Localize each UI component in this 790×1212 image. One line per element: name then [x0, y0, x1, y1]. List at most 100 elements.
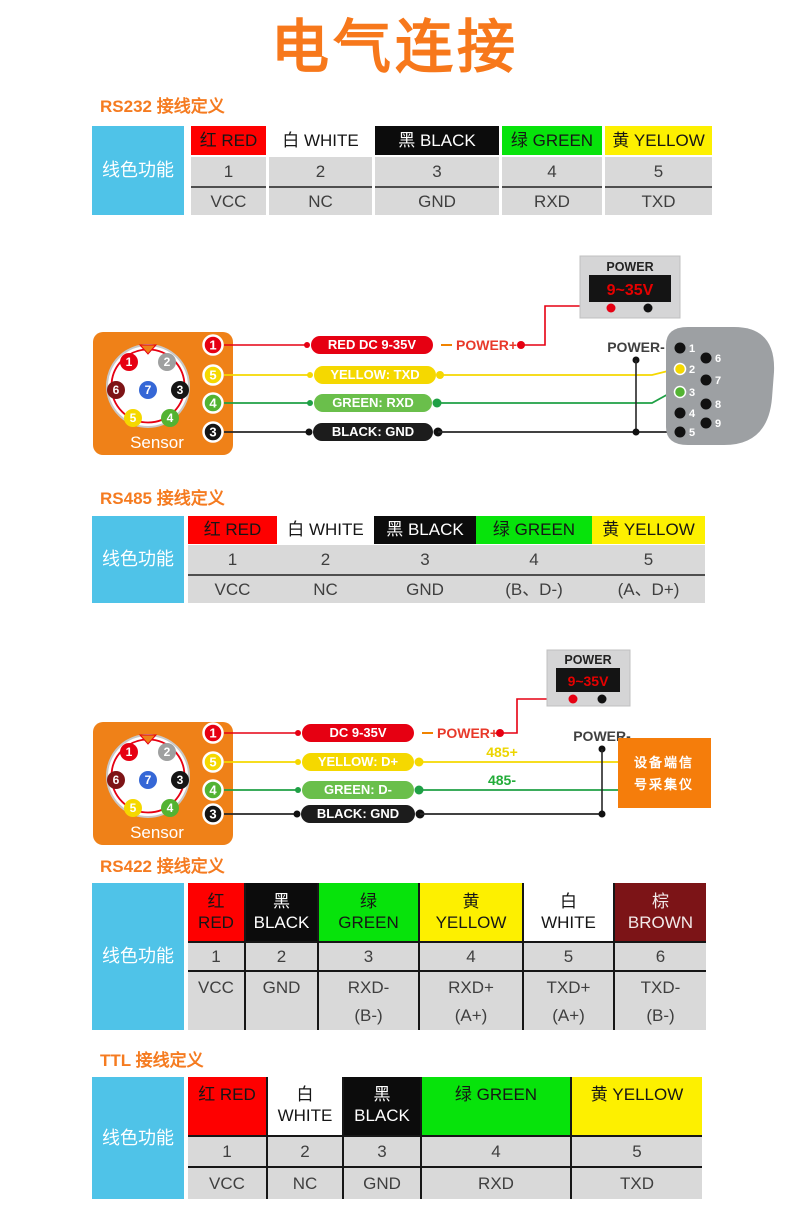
ttl-header-line: 红 RED: [198, 1085, 256, 1104]
power-minus-label: POWER-: [607, 339, 665, 355]
ttl-function-line: GND: [363, 1173, 401, 1193]
sensor-label: Sensor: [130, 433, 184, 452]
rs422-function-cell-3: RXD- (B-): [317, 970, 418, 1030]
rs232-header-cell-5: 黄 YELLOW: [605, 126, 712, 157]
rs485-header-cell-4: 绿 GREEN: [476, 516, 592, 545]
rs422-header-line: BLACK: [253, 913, 310, 932]
rs232-pin-cell-5: 5: [605, 157, 712, 186]
rs232-header-line: 红 RED: [199, 130, 258, 150]
collector-device-label-line2: 号采集仪: [634, 777, 694, 792]
rs485-header-cell-1: 红 RED: [188, 516, 277, 545]
power-plus-label: POWER+: [437, 725, 498, 741]
collector-device: 设备端信 号采集仪: [618, 738, 711, 808]
db9-connector: 1 2 3 4 5 6 7 8 9: [666, 327, 775, 445]
yellow-wire-label: YELLOW: TXD: [330, 367, 419, 382]
sensor-taps: 1 5 4 3: [202, 334, 224, 443]
db9-pin-9: 9: [715, 418, 721, 430]
ttl-function-cell-3: GND: [342, 1166, 420, 1199]
rs422-header-line: 黄: [462, 891, 480, 911]
rs485-header-cell-5: 黄 YELLOW: [592, 516, 705, 545]
rs422-header-cell-1: 红 RED: [188, 883, 244, 941]
rs232-pin-cell-4: 4: [502, 157, 602, 186]
sensor-pin-4: 4: [167, 801, 174, 815]
ttl-function-line: TXD: [620, 1173, 654, 1193]
rs422-row-label: 线色功能: [92, 883, 188, 1030]
rs485-header-line: 红 RED: [203, 520, 262, 540]
rs485-function-line: VCC: [214, 579, 251, 599]
sensor-label: Sensor: [130, 823, 184, 842]
rs485-header-line: 白 WHITE: [287, 520, 364, 540]
rs232-header-cell-3: 黑 BLACK: [375, 126, 499, 157]
rs422-function-line: RXD-: [347, 978, 390, 998]
sensor-notch: [138, 734, 158, 745]
rs232-pin-cell-1: 1: [191, 157, 266, 186]
db9-pin-2: 2: [689, 364, 695, 376]
ttl-function-cell-4: RXD: [420, 1166, 570, 1199]
rs422-header-cell-3: 绿 GREEN: [317, 883, 418, 941]
power-minus-label: POWER-: [573, 728, 631, 744]
rs422-header-cell-2: 黑 BLACK: [244, 883, 317, 941]
rs232-row-label: 线色功能: [92, 126, 188, 215]
green-wire: GREEN: RXD: [224, 391, 673, 412]
power-module: POWER 9~35V: [579, 255, 681, 319]
tap-3: 3: [209, 425, 216, 440]
power-module-title: POWER: [606, 260, 653, 274]
rs422-function-line: (A+): [552, 1006, 585, 1026]
db9-pin-8: 8: [715, 399, 721, 411]
rs422-function-cell-2: GND: [244, 970, 317, 1030]
ttl-function-cell-1: VCC: [188, 1166, 266, 1199]
ttl-header-line: 黄 YELLOW: [590, 1085, 684, 1104]
rs485-function-cell-5: (A、D+): [592, 574, 705, 603]
sensor-pins: 1 2 6 7 3 5 4: [107, 743, 189, 817]
rs485-function-cell-1: VCC: [188, 574, 277, 603]
rs485-function-cell-2: NC: [277, 574, 374, 603]
ttl-header-cell-1: 红 RED: [188, 1077, 266, 1135]
rs422-function-line: GND: [262, 978, 301, 998]
rs422-function-line: RXD+: [448, 978, 494, 998]
rs422-heading: RS422 接线定义: [100, 857, 225, 876]
rs232-header-cell-2: 白 WHITE: [269, 126, 372, 157]
rs485-table: 线色功能红 RED 白 WHITE 黑 BLACK 绿 GREEN 黄 YELLOW 1 2…: [92, 516, 705, 603]
sensor-pin-5: 5: [130, 801, 137, 815]
sensor-pin-6: 6: [113, 383, 120, 397]
rs422-function-cell-5: TXD+ (A+): [522, 970, 613, 1030]
rs422-function-line: VCC: [198, 978, 234, 998]
rs232-wiring-diagram: 1 2 6 7 3 5 4 Sensor 1 5 4 3 RED DC 9-35…: [93, 255, 775, 455]
tap-4: 4: [209, 396, 217, 411]
ttl-heading: TTL 接线定义: [100, 1051, 204, 1070]
rs485-pin-cell-5: 5: [592, 545, 705, 574]
db9-pin-4: 4: [689, 408, 696, 420]
power-module-value: 9~35V: [568, 673, 610, 689]
rs422-function-line: (B-): [354, 1006, 383, 1026]
yellow-wire-label: YELLOW: D+: [318, 754, 399, 769]
page-title: 电气连接: [270, 15, 519, 80]
rs485-function-line: (A、D+): [617, 579, 680, 599]
power-terminal-positive: [606, 303, 616, 313]
ttl-pin-cell-5: 5: [570, 1135, 702, 1166]
power-minus-branch: POWER-: [607, 339, 665, 436]
tap-5: 5: [209, 755, 216, 770]
rs485-header-line: 黄 YELLOW: [602, 520, 695, 540]
black-wire-label: BLACK: GND: [332, 424, 414, 439]
rs232-header-line: 绿 GREEN: [510, 130, 594, 150]
rs422-header-line: 绿: [360, 891, 377, 911]
rs232-function-line: VCC: [210, 191, 247, 211]
green-wire-label: GREEN: RXD: [332, 395, 414, 410]
rs422-pin-cell-4: 4: [418, 941, 522, 970]
rs232-function-cell-4: RXD: [502, 186, 602, 215]
rs232-header-line: 黄 YELLOW: [612, 130, 705, 150]
ttl-header-line: 黑: [373, 1085, 391, 1104]
rs422-header-line: RED: [198, 913, 234, 932]
tap-5: 5: [209, 368, 216, 383]
power-module-title: POWER: [564, 653, 611, 667]
power-terminal-positive: [568, 694, 578, 704]
rs422-function-cell-1: VCC: [188, 970, 244, 1030]
rs232-pin-cell-3: 3: [375, 157, 499, 186]
rs232-function-cell-5: TXD: [605, 186, 712, 215]
red-wire: RED DC 9-35V POWER+: [224, 305, 608, 354]
ttl-pin-cell-1: 1: [188, 1135, 266, 1166]
rs485-pin-cell-1: 1: [188, 545, 277, 574]
db9-pin-6: 6: [715, 353, 721, 365]
bus-485-plus-label: 485+: [486, 744, 518, 760]
rs422-header-line: 棕: [652, 891, 669, 911]
